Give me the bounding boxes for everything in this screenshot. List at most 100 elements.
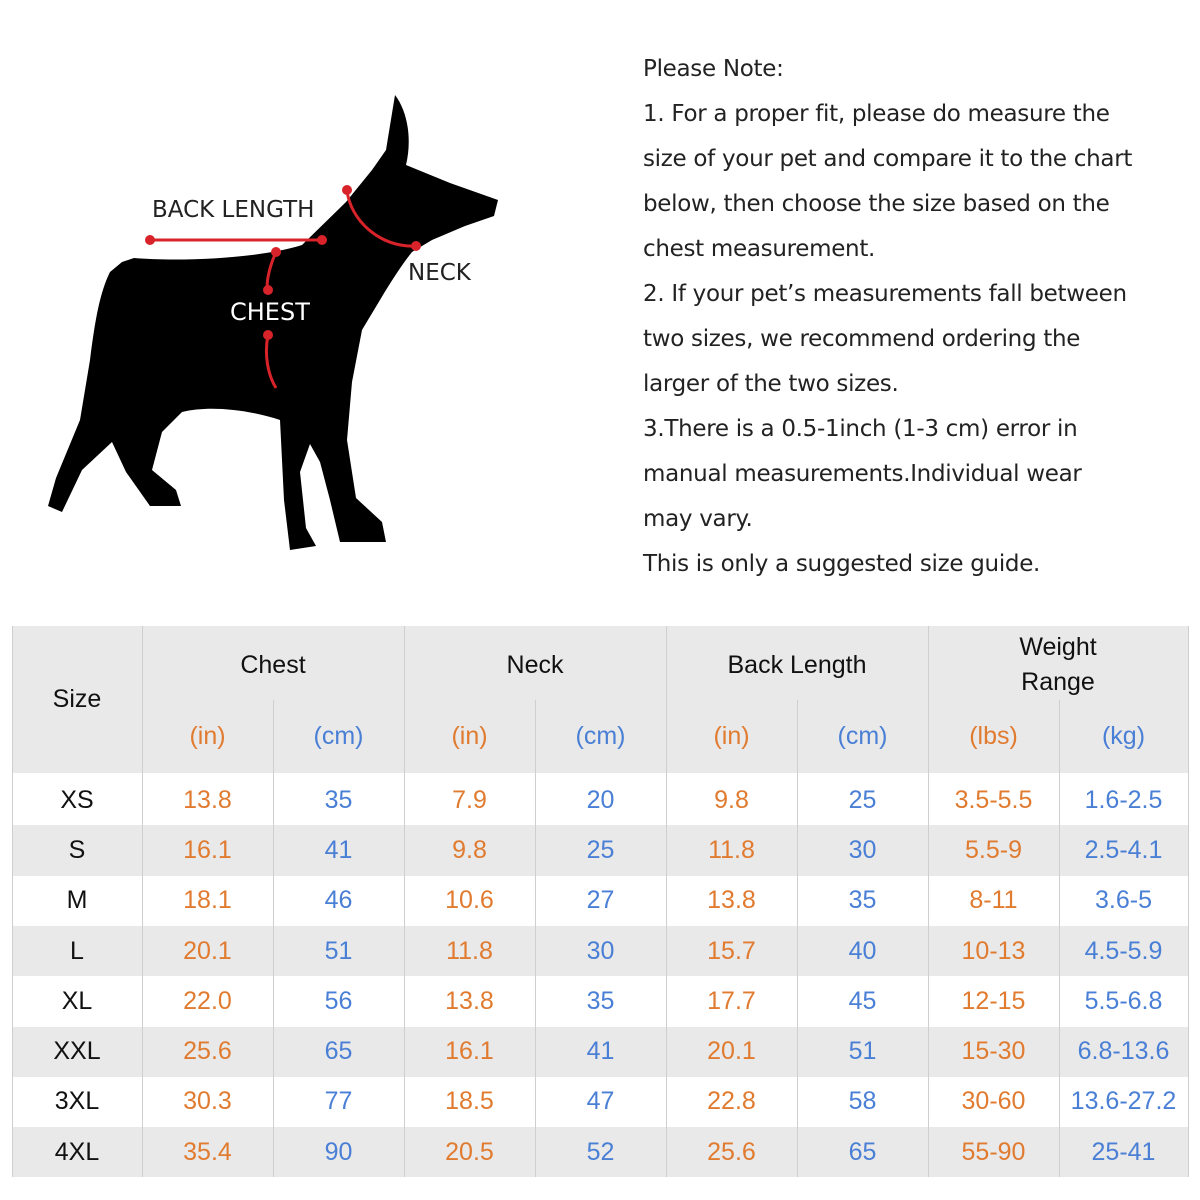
value-cell: 35.4 [183, 1137, 232, 1166]
group-header: Back Length [727, 650, 867, 679]
note-line: two sizes, we recommend ordering the [643, 326, 1081, 352]
value-cell: 47 [586, 1087, 615, 1116]
value-cell: 40 [848, 936, 877, 965]
value-cell: 22.0 [183, 986, 232, 1015]
value-cell: 20.1 [183, 936, 232, 965]
size-cell: 4XL [54, 1137, 100, 1166]
value-cell: 25.6 [183, 1037, 232, 1066]
column-divider [666, 626, 667, 1178]
value-cell: 25.6 [707, 1137, 756, 1166]
row-bg [12, 925, 1188, 977]
note-line: size of your pet and compare it to the c… [643, 146, 1133, 172]
value-cell: 65 [324, 1037, 353, 1066]
value-cell: 6.8-13.6 [1077, 1037, 1170, 1066]
value-cell: 20.5 [445, 1137, 494, 1166]
value-cell: 35 [324, 785, 353, 814]
dot [271, 247, 281, 257]
value-cell: 17.7 [707, 986, 756, 1015]
group-header: Weight Range [1019, 633, 1097, 696]
size-cell: M [66, 886, 88, 915]
value-cell: 41 [324, 835, 353, 864]
value-cell: 15-30 [961, 1037, 1026, 1066]
dog-diagram: BACK LENGTH NECK CHEST [48, 95, 498, 550]
value-cell: 35 [586, 986, 615, 1015]
unit-header: (in) [713, 722, 750, 750]
group-header: Chest [240, 650, 306, 679]
header-bg [12, 626, 1188, 773]
dot [317, 235, 327, 245]
value-cell: 25 [586, 835, 615, 864]
value-cell: 9.8 [714, 785, 749, 814]
value-cell: 65 [848, 1137, 877, 1166]
value-cell: 11.8 [446, 936, 493, 965]
column-divider [928, 626, 929, 1178]
dot [411, 241, 421, 251]
value-cell: 1.6-2.5 [1084, 785, 1163, 814]
size-header: Size [52, 685, 102, 713]
column-divider [1059, 700, 1060, 1178]
dot [342, 185, 352, 195]
note-line: manual measurements.Individual wear [643, 461, 1082, 487]
value-cell: 30-60 [961, 1087, 1026, 1116]
note-line: larger of the two sizes. [643, 371, 899, 397]
value-cell: 13.8 [445, 986, 494, 1015]
row-bg [12, 1127, 1188, 1178]
value-cell: 13.8 [183, 785, 232, 814]
size-cell: S [68, 835, 86, 864]
value-cell: 20.1 [707, 1037, 756, 1066]
note-line: 3.There is a 0.5-1inch (1-3 cm) error in [643, 416, 1078, 442]
table-border [1188, 626, 1189, 1178]
value-cell: 10-13 [961, 936, 1026, 965]
value-cell: 35 [848, 886, 877, 915]
unit-header: (cm) [313, 722, 364, 750]
value-cell: 9.8 [452, 835, 487, 864]
note-line: chest measurement. [643, 236, 876, 262]
value-cell: 8-11 [969, 886, 1018, 915]
value-cell: 51 [848, 1037, 877, 1066]
value-cell: 27 [586, 886, 615, 915]
value-cell: 41 [586, 1037, 615, 1066]
value-cell: 45 [848, 986, 877, 1015]
value-cell: 25 [848, 785, 877, 814]
value-cell: 25-41 [1091, 1137, 1156, 1166]
column-divider [535, 700, 536, 1178]
column-divider [142, 626, 143, 1178]
group-header: Neck [506, 650, 564, 679]
value-cell: 52 [586, 1137, 615, 1166]
value-cell: 56 [324, 986, 353, 1015]
value-cell: 11.8 [708, 835, 755, 864]
value-cell: 30 [586, 936, 615, 965]
back-length-label: BACK LENGTH [152, 197, 314, 223]
size-cell: 3XL [54, 1087, 100, 1116]
size-cell: XS [60, 785, 94, 814]
value-cell: 18.1 [183, 886, 232, 915]
note: Please Note: 1. For a proper fit, please… [643, 48, 1132, 588]
value-cell: 51 [324, 936, 353, 965]
unit-header: (in) [451, 722, 488, 750]
value-cell: 13.8 [707, 886, 756, 915]
note-line: This is only a suggested size guide. [643, 551, 1041, 577]
size-cell: XL [61, 986, 93, 1015]
chest-line-bottom [264, 334, 278, 389]
unit-header: (lbs) [969, 722, 1018, 750]
row-bg [12, 1026, 1188, 1077]
chest-label: CHEST [230, 298, 310, 326]
neck-label: NECK [408, 260, 472, 286]
table-border [12, 626, 13, 1178]
column-divider [273, 700, 274, 1178]
unit-header: (in) [189, 722, 226, 750]
note-line: 2. If your pet’s measurements fall betwe… [643, 281, 1127, 307]
value-cell: 30.3 [183, 1087, 232, 1116]
value-cell: 90 [324, 1137, 353, 1166]
unit-header: (kg) [1101, 722, 1146, 750]
note-line: below, then choose the size based on the [643, 191, 1110, 217]
unit-header: (cm) [837, 722, 888, 750]
value-cell: 5.5-6.8 [1084, 986, 1163, 1015]
dot [263, 285, 273, 295]
dot [145, 235, 155, 245]
row-bg [12, 825, 1188, 876]
note-title: Please Note: [643, 56, 784, 82]
value-cell: 55-90 [961, 1137, 1026, 1166]
value-cell: 30 [848, 835, 877, 864]
